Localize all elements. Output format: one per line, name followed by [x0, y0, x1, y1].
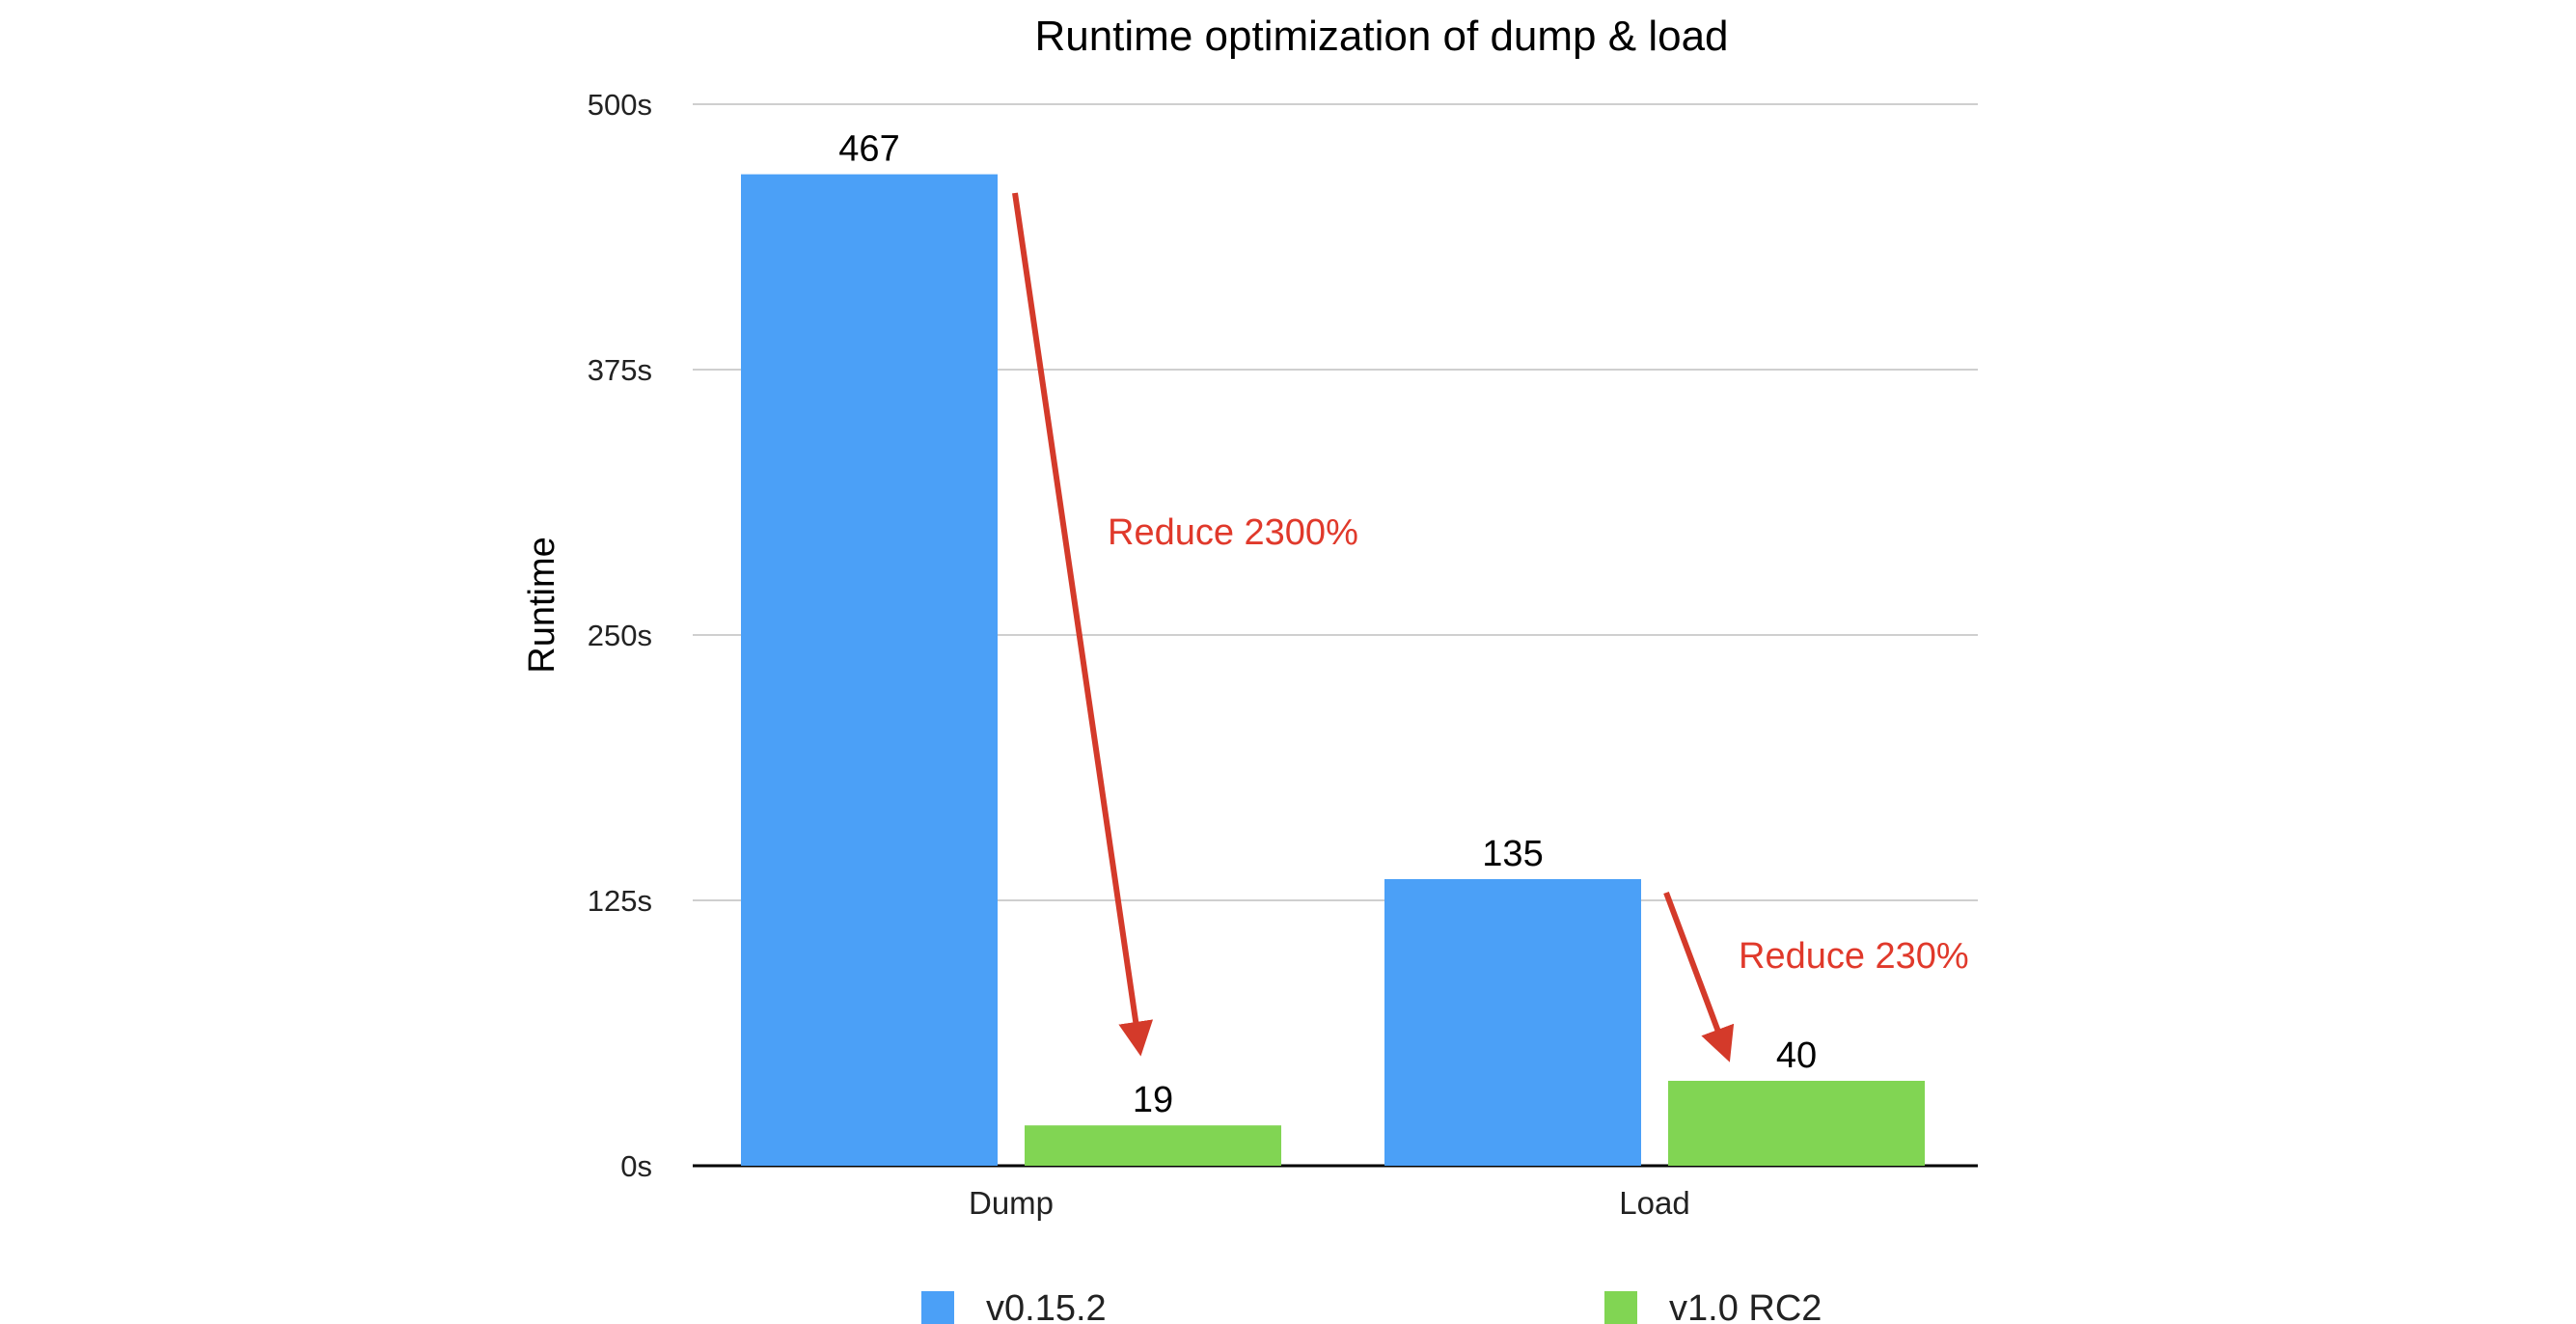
- bar: [1384, 879, 1641, 1166]
- y-tick-label: 0s: [620, 1149, 652, 1183]
- bar: [1668, 1081, 1925, 1166]
- data-label: 40: [1776, 1035, 1817, 1076]
- legend-swatch: [921, 1291, 954, 1324]
- data-label: 19: [1133, 1080, 1173, 1120]
- legend-swatch: [1604, 1291, 1637, 1324]
- y-tick-label: 375s: [588, 353, 652, 387]
- bar: [1025, 1125, 1281, 1166]
- y-axis-label: Runtime: [522, 537, 562, 674]
- data-labels: 467 135 19 40: [838, 129, 1817, 1121]
- x-tick-label: Load: [1619, 1185, 1689, 1221]
- bars: [741, 174, 1925, 1167]
- annotations: Reduce 2300% Reduce 230%: [1012, 192, 1969, 1062]
- legend: v0.15.2 v1.0 RC2: [921, 1288, 1822, 1324]
- annotation-label: Reduce 2300%: [1108, 512, 1358, 553]
- annotation-arrow: [1012, 192, 1154, 1057]
- annotation-label: Reduce 230%: [1739, 936, 1969, 977]
- y-tick-label: 125s: [588, 884, 652, 918]
- y-axis-ticks: 0s 125s 250s 375s 500s: [588, 88, 652, 1183]
- chart-title: Runtime optimization of dump & load: [1034, 13, 1728, 60]
- y-tick-label: 500s: [588, 88, 652, 122]
- data-label: 467: [838, 129, 899, 170]
- annotation-arrow: [1663, 891, 1735, 1062]
- bar: [741, 174, 998, 1167]
- y-tick-label: 250s: [588, 619, 652, 652]
- data-label: 135: [1482, 834, 1543, 874]
- x-tick-label: Dump: [969, 1185, 1054, 1221]
- legend-label: v0.15.2: [986, 1288, 1107, 1324]
- x-axis-ticks: Dump Load: [969, 1185, 1690, 1221]
- legend-label: v1.0 RC2: [1669, 1288, 1822, 1324]
